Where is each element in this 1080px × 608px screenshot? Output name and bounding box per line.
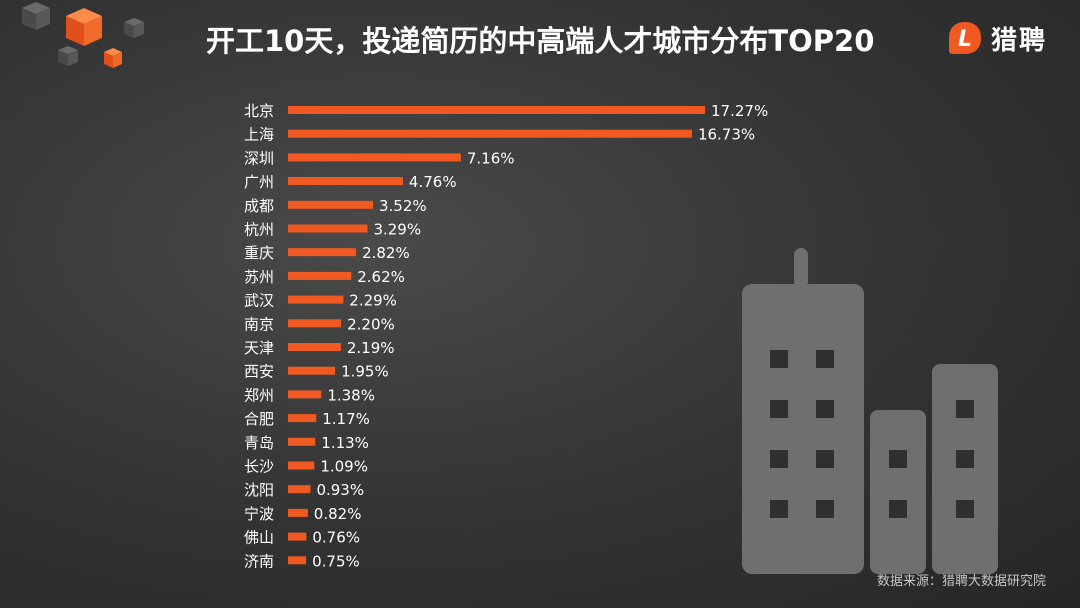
bar [288,271,352,280]
category-label: 北京 [244,102,274,120]
category-label: 上海 [244,126,274,144]
category-label: 西安 [244,363,274,381]
medium-building [932,364,998,574]
bar [288,177,403,186]
building-windows [770,350,974,518]
antenna [794,248,808,288]
category-label: 宁波 [244,505,274,523]
value-label: 17.27% [711,102,768,120]
bar [288,224,368,233]
value-label: 1.95% [341,363,389,381]
bar [288,319,342,328]
bar [288,414,317,423]
data-source: 数据来源：猎聘大数据研究院 [876,574,1046,589]
category-label: 苏州 [244,268,274,286]
category-label: 济南 [244,552,274,570]
value-label: 0.75% [312,552,360,570]
value-label: 0.93% [316,481,364,499]
category-label: 广州 [244,173,274,191]
cube-gray-1 [22,2,50,30]
value-label: 2.62% [357,268,405,286]
bar [288,366,336,375]
value-label: 2.19% [347,339,395,357]
category-label: 成都 [244,197,274,215]
category-label: 郑州 [244,386,274,404]
bar [288,390,322,399]
bar [288,153,461,162]
category-label: 武汉 [244,292,274,310]
category-label: 天津 [244,339,274,357]
value-label: 16.73% [698,126,755,144]
category-label: 南京 [244,315,274,333]
bar [288,248,357,257]
logo-letter: L [958,27,972,52]
value-label: 4.76% [409,173,457,191]
decorative-cubes [22,2,144,68]
cube-gray-3 [58,46,78,66]
buildings-illustration [742,248,998,574]
value-label: 0.82% [314,505,362,523]
brand-logo: L 猎聘 [947,20,1047,56]
bar [288,437,316,446]
value-label: 1.17% [322,410,370,428]
bar [288,532,307,541]
value-label: 7.16% [467,149,515,167]
value-label: 1.09% [320,458,368,476]
bar [288,343,341,351]
short-building [870,410,926,574]
category-label: 佛山 [244,529,274,547]
bar [288,200,373,209]
category-label: 合肥 [244,410,274,428]
value-label: 0.76% [312,529,360,547]
category-label: 深圳 [244,149,274,167]
category-label: 重庆 [244,244,274,262]
category-label: 沈阳 [244,481,274,499]
value-label: 1.13% [321,434,369,452]
page-title: 开工10天，投递简历的中高端人才城市分布TOP20 [206,24,875,58]
value-label: 1.38% [327,386,375,404]
bar [288,295,344,304]
tall-building [742,284,864,574]
bar [288,461,315,470]
category-label: 杭州 [244,221,274,239]
category-label: 长沙 [244,458,274,476]
value-label: 3.29% [373,221,421,239]
cube-gray-2 [124,18,144,38]
cube-orange-small [104,48,122,68]
bar [288,129,692,138]
logo-text: 猎聘 [991,25,1048,56]
bar [288,106,705,114]
liepin-logo-icon: L [949,22,981,54]
value-label: 2.20% [347,315,395,333]
bar [288,556,307,565]
bar [288,485,311,494]
bar [288,508,308,517]
value-label: 2.82% [362,244,410,262]
category-label: 青岛 [244,434,274,452]
value-label: 3.52% [379,197,427,215]
cube-orange-large [66,8,102,46]
value-label: 2.29% [349,292,397,310]
